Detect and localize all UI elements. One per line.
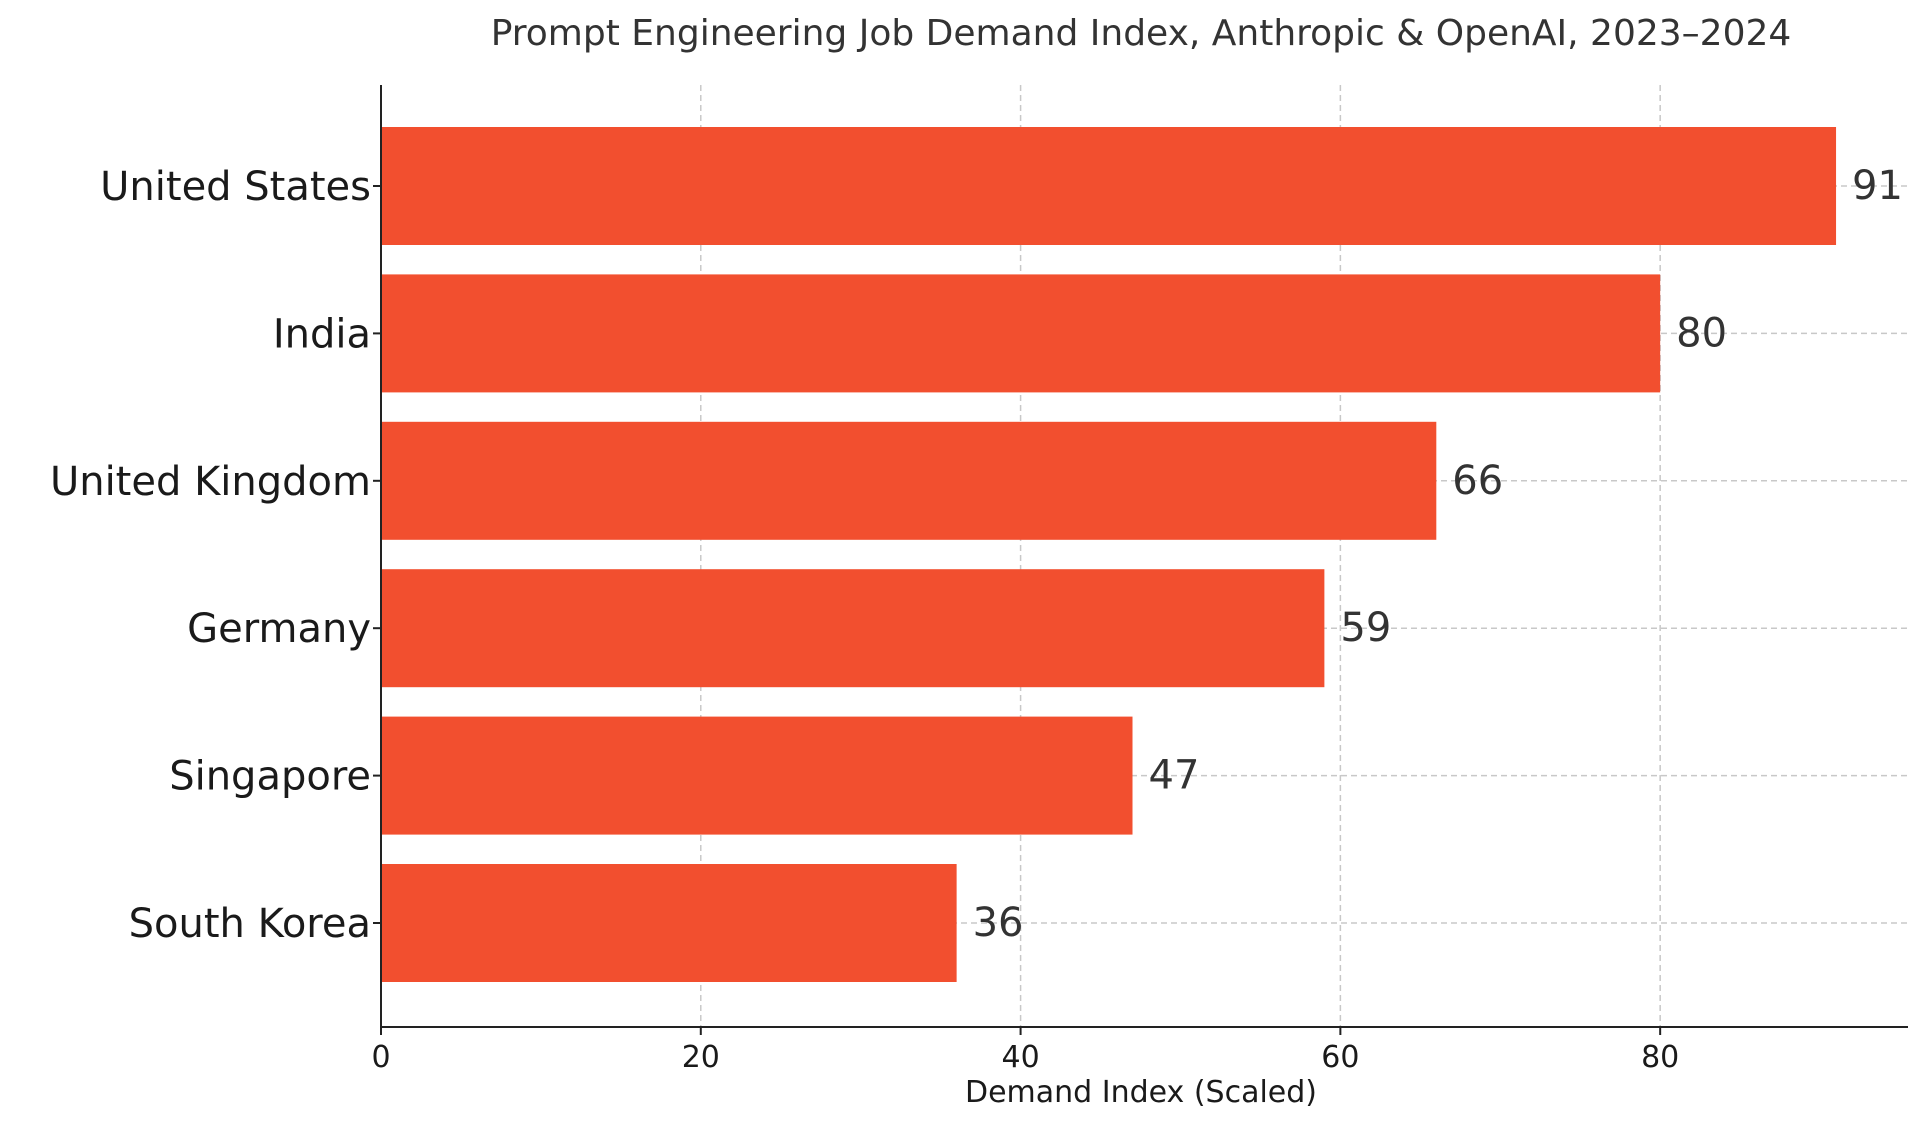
value-label: 66 [1452, 458, 1503, 504]
value-label: 36 [973, 900, 1024, 946]
y-tick-label: India [273, 311, 371, 357]
x-axis-label: Demand Index (Scaled) [965, 1075, 1317, 1110]
y-tick-label: South Korea [129, 901, 371, 947]
value-label: 47 [1149, 753, 1200, 799]
bar [381, 716, 1133, 835]
y-tick-label: United States [100, 164, 371, 210]
chart-title: Prompt Engineering Job Demand Index, Ant… [491, 13, 1792, 54]
x-tick-label: 60 [1321, 1040, 1359, 1075]
value-labels: 91 80 66 59 47 36 [973, 163, 1903, 946]
x-tick-label: 0 [371, 1040, 390, 1075]
y-tick-label: Singapore [169, 754, 371, 800]
bar [381, 864, 957, 982]
x-tick-labels: 0 20 40 60 80 [371, 1040, 1679, 1075]
bar [381, 274, 1661, 393]
y-tick-label: United Kingdom [50, 459, 371, 505]
x-tick-label: 40 [1001, 1040, 1039, 1075]
x-tick-label: 20 [682, 1040, 720, 1075]
y-tick-labels: United States India United Kingdom Germany S… [50, 164, 371, 947]
value-label: 80 [1676, 310, 1727, 356]
x-tick-label: 80 [1641, 1040, 1679, 1075]
axes [373, 85, 1908, 1035]
value-label: 59 [1340, 605, 1391, 651]
bars [381, 127, 1837, 982]
bar [381, 421, 1437, 540]
bar [381, 569, 1325, 688]
bar [381, 127, 1837, 245]
value-label: 91 [1852, 163, 1903, 209]
y-tick-label: Germany [187, 606, 371, 652]
